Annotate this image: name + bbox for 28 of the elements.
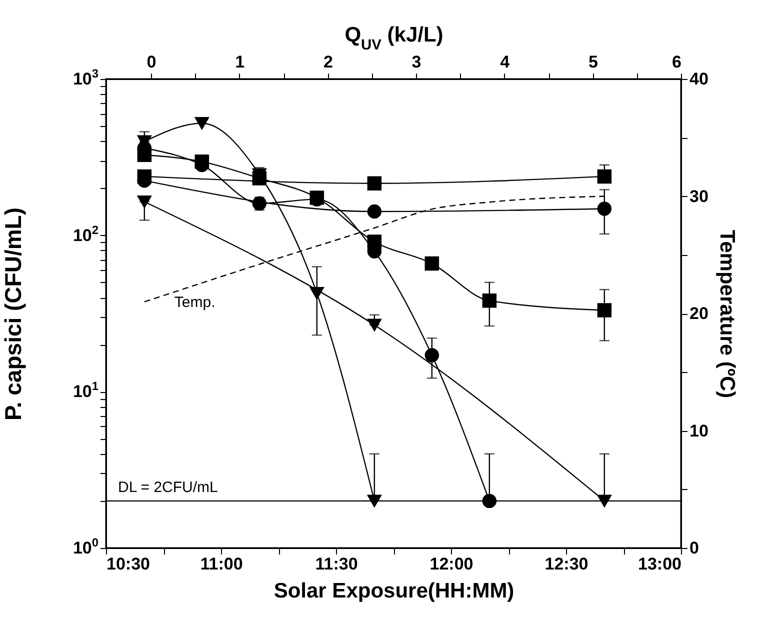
- x2-tick-label: 4: [500, 52, 510, 72]
- y-tick-label: 10$^{0}$: [72, 536, 99, 558]
- y-tick-label: 10$^{1}$: [72, 379, 99, 402]
- x-tick-label: 13:00: [638, 554, 682, 574]
- x2-tick-label: 5: [588, 52, 598, 72]
- x-tick-label: 12:30: [544, 554, 588, 574]
- x-tick-label: 12:00: [430, 554, 474, 574]
- y2-tick-label: 0: [690, 538, 699, 558]
- x2-tick-label: 1: [235, 52, 245, 72]
- y2-tick-label: 40: [690, 70, 708, 88]
- x2-tick-label: 2: [323, 52, 333, 72]
- x-tick-label: 11:30: [315, 554, 358, 574]
- x2-tick-label: 6: [672, 52, 682, 72]
- series-label: Temp.: [174, 294, 216, 311]
- ref-line-label: DL = 2CFU/mL: [118, 478, 218, 496]
- y-tick-label: 10$^{2}$: [72, 222, 99, 245]
- y2-tick-label: 30: [690, 186, 708, 206]
- y-tick-label: 10$^{3}$: [72, 66, 99, 88]
- y-axis-title: P. capsici (CFU/mL): [0, 207, 26, 421]
- y2-axis-title: Temperature (ºC): [715, 230, 738, 398]
- x-tick-label: 11:00: [200, 554, 243, 574]
- x2-tick-label: 3: [412, 52, 422, 72]
- x2-axis-title: Q$_{UV}$ (kJ/L): [344, 24, 444, 54]
- x-tick-label: 10:30: [106, 554, 150, 574]
- x-axis-title: Solar Exposure(HH:MM): [274, 580, 514, 602]
- y2-tick-label: 10: [690, 421, 708, 440]
- y2-tick-label: 20: [690, 304, 708, 323]
- x2-tick-label: 0: [146, 52, 156, 72]
